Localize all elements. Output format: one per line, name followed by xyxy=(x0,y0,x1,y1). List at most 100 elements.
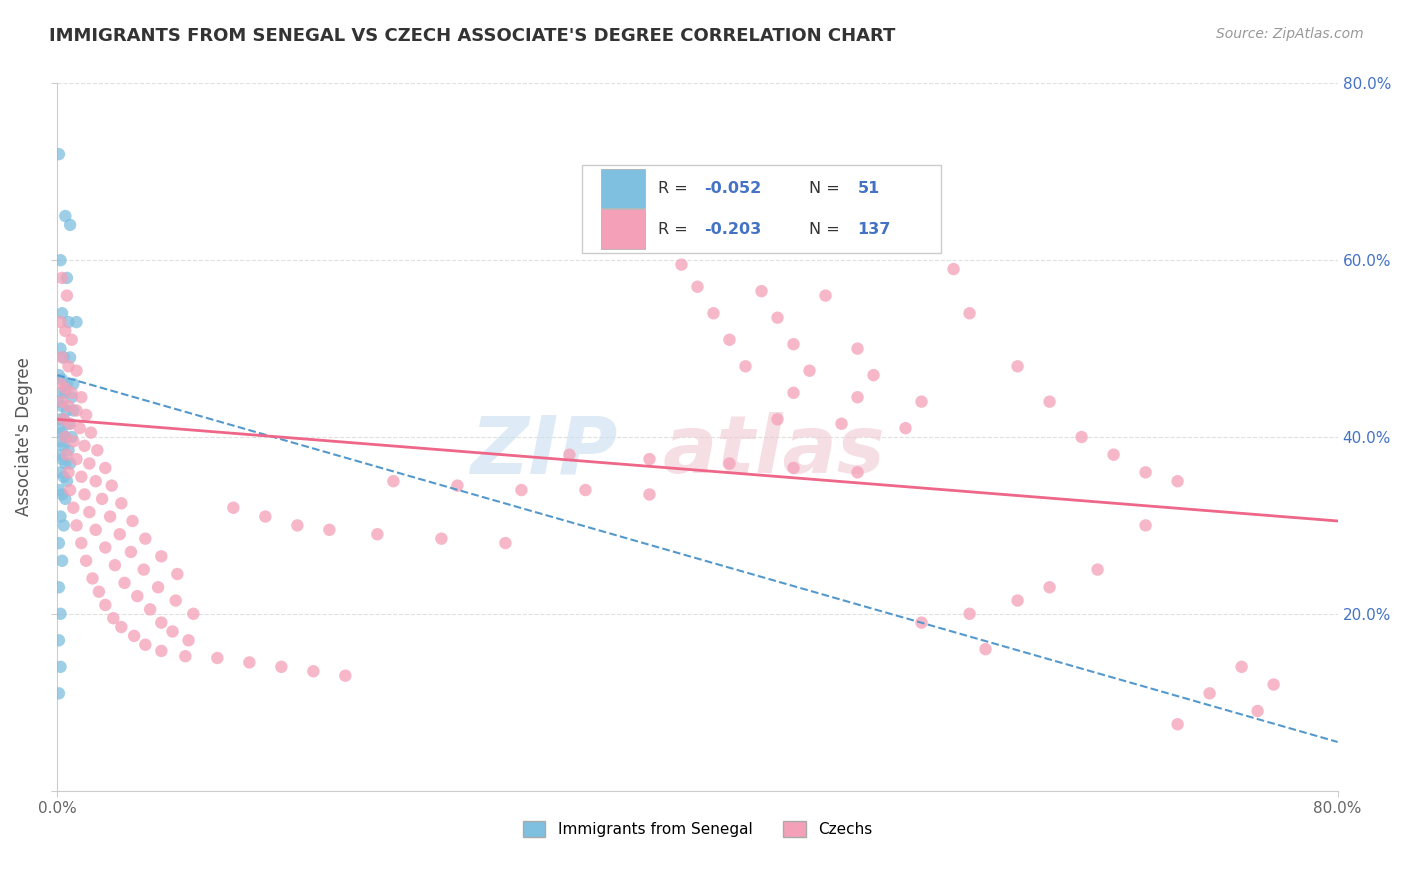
Point xyxy=(48,633,70,648)
Point xyxy=(73,439,96,453)
Point xyxy=(51,425,73,440)
Point xyxy=(335,668,357,682)
Point xyxy=(942,262,965,277)
FancyBboxPatch shape xyxy=(602,169,645,209)
Point xyxy=(814,288,837,302)
Point xyxy=(846,466,869,480)
Point xyxy=(59,351,82,365)
Point xyxy=(134,638,156,652)
Point xyxy=(318,523,340,537)
Point xyxy=(302,665,325,679)
Legend: Immigrants from Senegal, Czechs: Immigrants from Senegal, Czechs xyxy=(516,814,879,843)
Point xyxy=(84,474,107,488)
Point xyxy=(494,536,516,550)
Point xyxy=(831,417,853,431)
Point xyxy=(56,448,79,462)
Point xyxy=(1007,359,1029,374)
Point xyxy=(59,483,82,497)
Point xyxy=(48,483,70,497)
Point xyxy=(1007,593,1029,607)
Point xyxy=(49,385,72,400)
Text: ZIP: ZIP xyxy=(470,412,617,490)
Point xyxy=(56,271,79,285)
Point xyxy=(139,602,162,616)
Point xyxy=(910,615,932,630)
Point xyxy=(58,315,80,329)
Point xyxy=(48,536,70,550)
Point xyxy=(285,518,308,533)
Point xyxy=(49,434,72,449)
Point xyxy=(782,337,804,351)
Point xyxy=(53,209,76,223)
Point xyxy=(959,306,981,320)
Point xyxy=(734,359,756,374)
Point xyxy=(51,373,73,387)
Point xyxy=(48,421,70,435)
Point xyxy=(166,567,188,582)
Point xyxy=(86,443,108,458)
Text: -0.052: -0.052 xyxy=(704,181,761,196)
Point xyxy=(207,651,229,665)
Point xyxy=(1167,717,1189,731)
Point xyxy=(52,351,75,365)
Point xyxy=(446,478,468,492)
Point xyxy=(702,306,724,320)
Point xyxy=(382,474,405,488)
Point xyxy=(100,478,122,492)
Point xyxy=(65,364,87,378)
Point xyxy=(56,288,79,302)
Point xyxy=(91,491,114,506)
Point xyxy=(79,505,101,519)
Point xyxy=(718,457,741,471)
Point xyxy=(60,430,83,444)
Point xyxy=(134,532,156,546)
Point xyxy=(1135,518,1157,533)
Point xyxy=(51,399,73,413)
Text: 137: 137 xyxy=(858,222,891,236)
Point xyxy=(1167,474,1189,488)
Point xyxy=(65,403,87,417)
Point xyxy=(910,394,932,409)
Point xyxy=(75,408,97,422)
Text: IMMIGRANTS FROM SENEGAL VS CZECH ASSOCIATE'S DEGREE CORRELATION CHART: IMMIGRANTS FROM SENEGAL VS CZECH ASSOCIA… xyxy=(49,27,896,45)
Point xyxy=(94,461,117,475)
Point xyxy=(686,279,709,293)
Point xyxy=(1246,704,1268,718)
Point xyxy=(48,580,70,594)
Point xyxy=(110,620,132,634)
Point xyxy=(79,457,101,471)
Point xyxy=(120,545,142,559)
Text: Source: ZipAtlas.com: Source: ZipAtlas.com xyxy=(1216,27,1364,41)
Point xyxy=(60,333,83,347)
Point xyxy=(121,514,143,528)
Point xyxy=(846,342,869,356)
Point xyxy=(51,487,73,501)
Point xyxy=(53,385,76,400)
Point xyxy=(59,218,82,232)
Point xyxy=(70,536,93,550)
Point xyxy=(766,412,789,426)
Point xyxy=(974,642,997,657)
Point xyxy=(894,421,917,435)
Point xyxy=(174,649,197,664)
Point xyxy=(51,351,73,365)
Point xyxy=(94,598,117,612)
Text: -0.203: -0.203 xyxy=(704,222,761,236)
Text: atlas: atlas xyxy=(662,412,886,490)
Point xyxy=(52,470,75,484)
Point xyxy=(58,359,80,374)
Point xyxy=(53,430,76,444)
Point xyxy=(146,580,169,594)
Point xyxy=(558,448,581,462)
Point xyxy=(1135,466,1157,480)
Point xyxy=(254,509,277,524)
Point xyxy=(114,575,136,590)
Text: N =: N = xyxy=(808,222,845,236)
Point xyxy=(862,368,884,383)
Point xyxy=(58,399,80,413)
Point xyxy=(60,385,83,400)
Point xyxy=(1263,677,1285,691)
Point xyxy=(51,306,73,320)
Point xyxy=(51,394,73,409)
Point xyxy=(766,310,789,325)
